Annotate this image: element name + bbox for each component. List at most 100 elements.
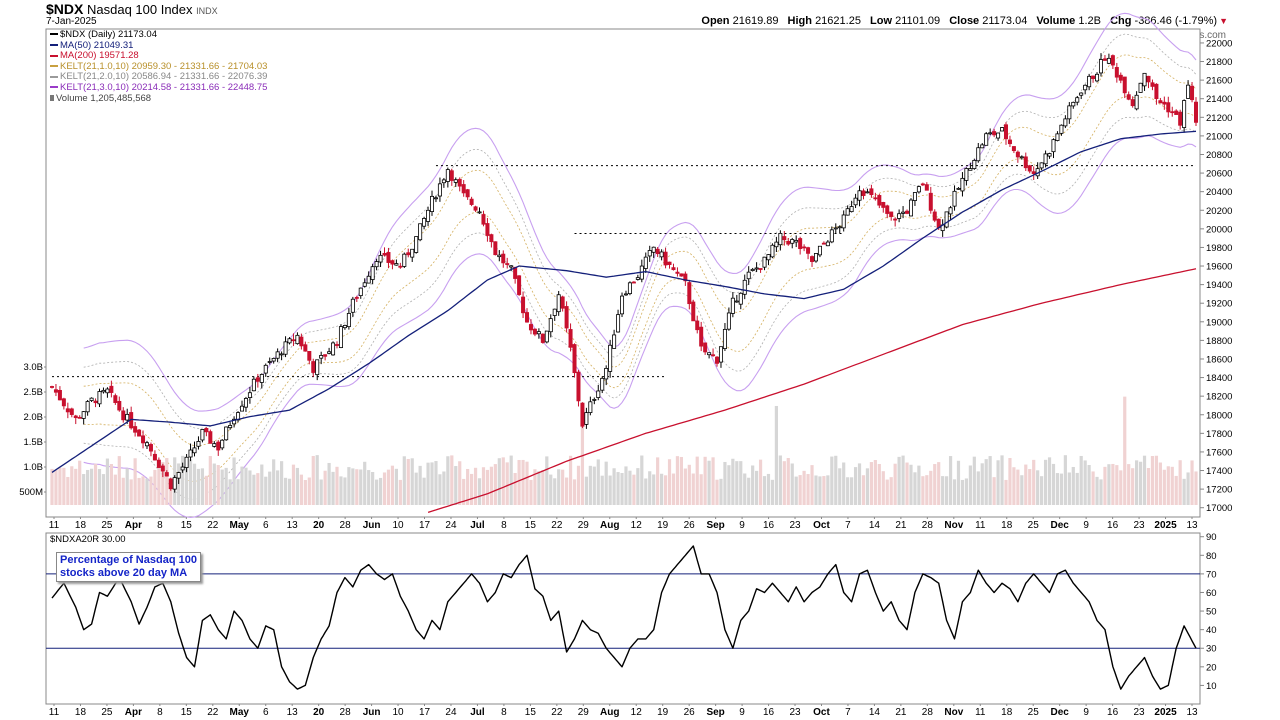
candle-body — [1087, 75, 1092, 88]
candle-body — [259, 374, 264, 383]
volume-bar — [703, 456, 707, 505]
legend-swatch — [50, 54, 58, 57]
indicator-x-tick-label: 21 — [895, 707, 907, 718]
candle-body — [398, 265, 403, 268]
volume-bar — [553, 478, 557, 505]
candle-body — [944, 211, 949, 228]
volume-bar — [576, 465, 581, 505]
candle-body — [564, 306, 569, 329]
price-x-tick-label: 17 — [419, 520, 431, 531]
candle-body — [1122, 76, 1127, 94]
candle-body — [1130, 99, 1135, 107]
candle-body — [623, 293, 628, 296]
candle-body — [920, 183, 925, 186]
indicator-x-tick-label: 23 — [1134, 707, 1146, 718]
volume-bar — [743, 473, 747, 505]
price-x-tick-label: 20 — [313, 520, 325, 531]
candle-body — [528, 324, 533, 331]
price-axis-tick-label: 19800 — [1206, 243, 1232, 254]
volume-bar — [1036, 470, 1040, 505]
volume-bar — [814, 475, 818, 505]
candle-body — [695, 320, 700, 331]
volume-bar — [398, 479, 402, 505]
volume-bar — [89, 468, 94, 505]
candle-body — [932, 211, 937, 221]
candle-body — [750, 268, 755, 271]
candle-body — [691, 301, 696, 322]
candle-body — [996, 132, 1001, 139]
price-x-tick-label: Sep — [706, 520, 724, 531]
candle-body — [968, 168, 973, 171]
price-axis-tick-label: 21800 — [1206, 57, 1232, 68]
price-axis-tick-label: 18200 — [1206, 392, 1232, 403]
volume-bar — [264, 476, 268, 505]
volume-bar — [157, 461, 161, 505]
candle-body — [631, 281, 636, 284]
candle-body — [414, 236, 419, 253]
volume-bar — [97, 469, 102, 505]
volume-bar — [972, 456, 976, 505]
indicator-axis-tick-label: 70 — [1206, 569, 1217, 580]
candle-body — [1067, 105, 1072, 120]
candle-body — [350, 298, 355, 313]
candle-body — [782, 236, 787, 241]
price-x-tick-label: 8 — [157, 520, 163, 531]
candle-body — [509, 265, 514, 268]
volume-bar — [244, 467, 248, 505]
candle-body — [627, 282, 632, 295]
indicator-x-tick-label: 18 — [75, 707, 87, 718]
candle-body — [402, 253, 407, 267]
candle-body — [342, 325, 347, 329]
candle-body — [829, 229, 834, 243]
price-axis-tick-label: 19600 — [1206, 262, 1232, 273]
volume-bar — [117, 456, 121, 505]
volume-bar — [806, 474, 810, 505]
volume-bar — [889, 477, 893, 505]
candle-body — [1190, 85, 1195, 101]
candle-body — [497, 254, 502, 258]
candle-body — [513, 266, 518, 279]
candle-body — [77, 416, 82, 419]
volume-bar — [917, 465, 921, 505]
volume-bar — [315, 455, 319, 505]
candle-body — [881, 202, 886, 208]
price-x-tick-label: 13 — [1186, 520, 1198, 531]
candle-body — [93, 400, 98, 404]
volume-bar — [287, 478, 292, 505]
indicator-x-tick-label: 8 — [501, 707, 507, 718]
candle-body — [57, 389, 62, 401]
volume-bar — [378, 477, 383, 505]
price-x-tick-label: 15 — [525, 520, 537, 531]
candle-body — [1000, 127, 1005, 132]
volume-bar — [1174, 475, 1178, 505]
indicator-x-tick-label: 22 — [207, 707, 219, 718]
candle-body — [85, 401, 90, 413]
volume-bar — [822, 476, 826, 505]
legend-swatch — [50, 86, 58, 89]
price-x-tick-label: 2025 — [1154, 520, 1177, 531]
volume-bar — [1154, 455, 1159, 505]
price-axis-tick-label: 17800 — [1206, 429, 1232, 440]
volume-bar — [549, 474, 553, 505]
candle-body — [192, 447, 197, 454]
candle-body — [1023, 156, 1028, 169]
volume-bar — [1190, 460, 1194, 505]
candle-body — [984, 133, 989, 146]
candle-body — [715, 356, 720, 364]
candle-body — [1015, 151, 1020, 158]
candle-body — [311, 361, 316, 373]
candle-body — [65, 408, 70, 413]
price-axis-tick-label: 17400 — [1206, 466, 1232, 477]
volume-bar — [786, 457, 790, 505]
volume-axis-tick-label: 2.0B — [23, 412, 43, 423]
volume-bar — [62, 467, 66, 505]
candle-body — [477, 211, 482, 214]
volume-bar — [410, 458, 414, 505]
volume-bar — [299, 474, 303, 505]
volume-bar — [50, 468, 54, 505]
candle-body — [580, 402, 585, 427]
volume-bar — [228, 479, 232, 505]
candle-body — [283, 341, 288, 355]
volume-bar — [458, 461, 462, 505]
volume-bar — [537, 471, 541, 505]
